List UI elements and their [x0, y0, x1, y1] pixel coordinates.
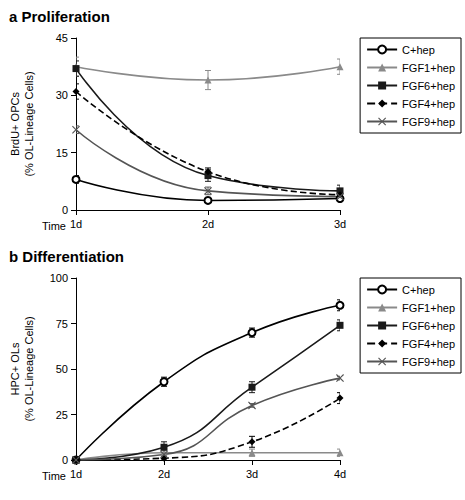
svg-text:b Differentiation: b Differentiation: [9, 248, 124, 265]
svg-text:0: 0: [62, 204, 68, 216]
svg-text:75: 75: [56, 318, 68, 330]
svg-text:FGF9+hep: FGF9+hep: [402, 356, 455, 368]
svg-text:3d: 3d: [334, 218, 346, 230]
svg-text:BrdU+ OPCs: BrdU+ OPCs: [9, 92, 21, 156]
svg-text:0: 0: [62, 454, 68, 466]
svg-text:a Proliferation: a Proliferation: [9, 8, 110, 25]
svg-text:45: 45: [56, 32, 68, 44]
svg-text:C+hep: C+hep: [402, 284, 435, 296]
svg-text:2d: 2d: [158, 468, 170, 480]
svg-text:(% OL-Lineage Cells): (% OL-Lineage Cells): [23, 71, 35, 176]
svg-text:3d: 3d: [246, 468, 258, 480]
svg-text:Time: Time: [42, 470, 66, 482]
svg-text:FGF9+hep: FGF9+hep: [402, 116, 455, 128]
svg-text:1d: 1d: [70, 468, 82, 480]
svg-text:FGF6+hep: FGF6+hep: [402, 320, 455, 332]
svg-text:30: 30: [56, 89, 68, 101]
svg-text:(% OL-Lineage Cells): (% OL-Lineage Cells): [23, 316, 35, 421]
svg-text:Time: Time: [42, 220, 66, 232]
svg-text:100: 100: [50, 272, 68, 284]
svg-text:4d: 4d: [334, 468, 346, 480]
svg-text:2d: 2d: [202, 218, 214, 230]
svg-text:50: 50: [56, 363, 68, 375]
svg-text:FGF6+hep: FGF6+hep: [402, 80, 455, 92]
svg-text:C+hep: C+hep: [402, 44, 435, 56]
svg-text:FGF1+hep: FGF1+hep: [402, 62, 455, 74]
svg-text:FGF4+hep: FGF4+hep: [402, 338, 455, 350]
svg-text:FGF1+hep: FGF1+hep: [402, 302, 455, 314]
svg-text:1d: 1d: [70, 218, 82, 230]
svg-text:FGF4+hep: FGF4+hep: [402, 98, 455, 110]
svg-text:25: 25: [56, 409, 68, 421]
svg-text:HPC+ OLs: HPC+ OLs: [9, 342, 21, 395]
svg-text:15: 15: [56, 147, 68, 159]
